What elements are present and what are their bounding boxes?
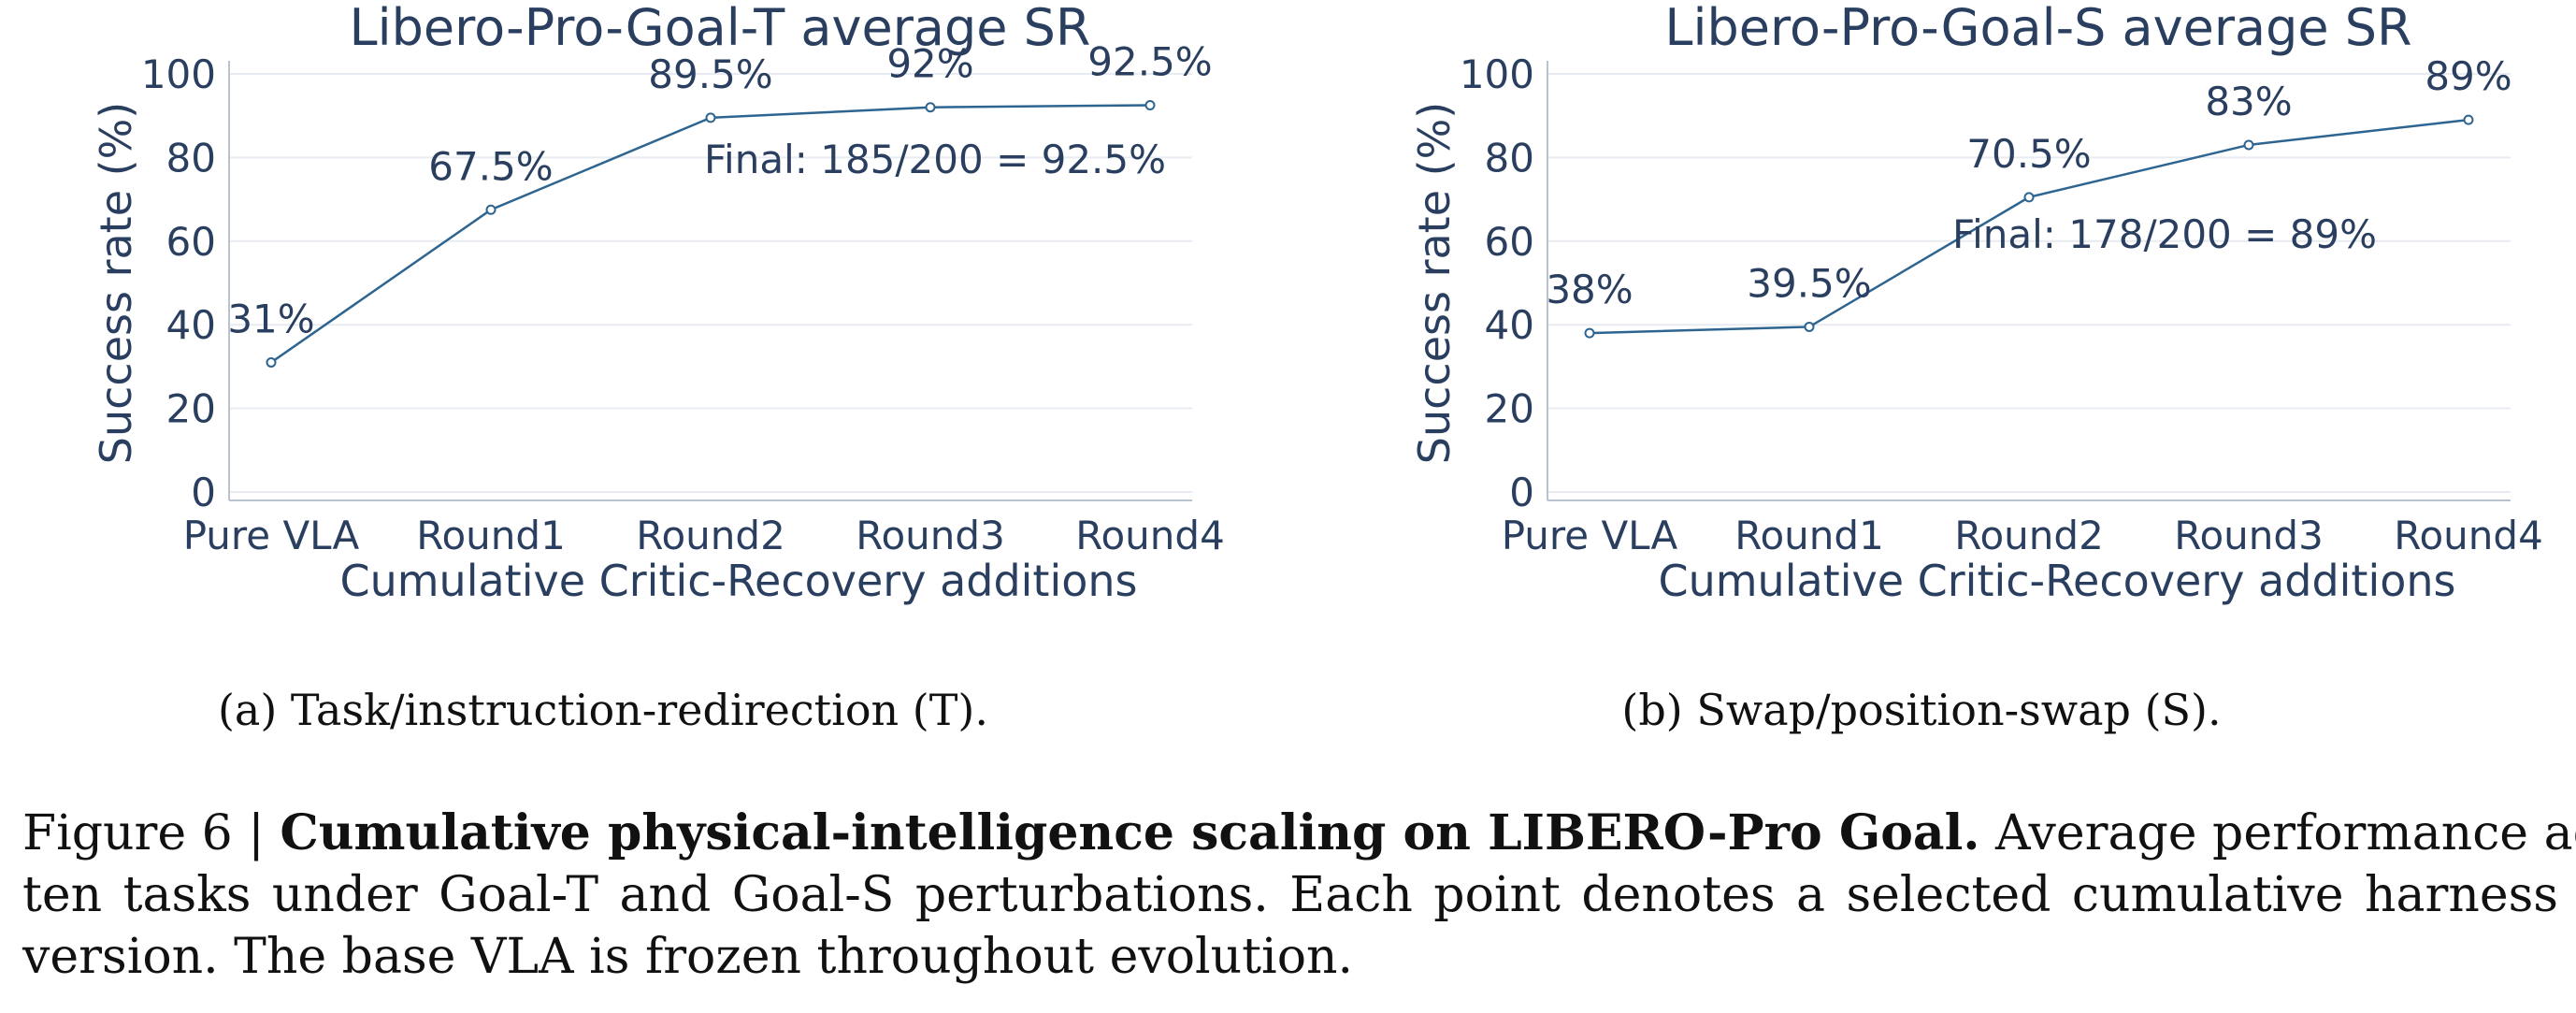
x-tick-label: Round3: [856, 513, 1005, 558]
data-point: [2463, 114, 2474, 125]
y-tick-label: 60: [166, 219, 216, 265]
data-label: 83%: [2205, 79, 2292, 124]
chart-b: 0 20 40 60 80 100 Pure VLA Round1 Round2 Round3 Ro…: [1409, 0, 2543, 606]
x-tick-label: Pure VLA: [1502, 513, 1678, 558]
data-point: [2023, 192, 2035, 203]
final-annotation: Final: 185/200 = 92.5%: [704, 137, 1166, 182]
y-tick-label: 80: [166, 135, 216, 181]
data-label: 67.5%: [428, 143, 553, 189]
subcaption-a: (a) Task/instruction-redirection (T).: [217, 685, 988, 735]
y-tick-label: 20: [1485, 386, 1534, 432]
data-point: [1804, 321, 1815, 332]
x-axis-title: Cumulative Critic-Recovery additions: [1658, 556, 2455, 606]
data-label: 89.5%: [648, 51, 772, 97]
x-tick-label: Round4: [1075, 513, 1225, 558]
figure-caption-line-3: version. The base VLA is frozen througho…: [22, 929, 1354, 985]
y-axis-title: Success rate (%): [1409, 102, 1460, 464]
chart-title: Libero-Pro-Goal-S average SR: [1664, 0, 2411, 57]
y-tick-label: 0: [191, 470, 216, 515]
data-label: 70.5%: [1966, 131, 2091, 177]
data-label: 89%: [2425, 53, 2511, 99]
y-tick-label: 20: [166, 386, 216, 432]
y-tick-label: 80: [1485, 135, 1534, 181]
data-point: [1584, 327, 1595, 339]
y-tick-label: 40: [166, 302, 216, 348]
y-tick-label: 40: [1485, 302, 1534, 348]
data-label: 92.5%: [1087, 38, 1212, 84]
x-tick-label: Round4: [2394, 513, 2543, 558]
data-label: 92%: [886, 41, 973, 87]
data-point: [1144, 99, 1156, 110]
y-axis-title: Success rate (%): [91, 102, 141, 464]
x-tick-label: Pure VLA: [183, 513, 360, 558]
figure-title: Cumulative physical-intelligence scaling…: [280, 804, 1980, 861]
subcaption-b: (b) Swap/position-swap (S).: [1621, 685, 2222, 735]
figure-caption-line-2: ten tasks under Goal-T and Goal-S pertur…: [22, 867, 2558, 923]
data-label: 38%: [1546, 267, 1633, 312]
y-tick-label: 100: [1460, 51, 1534, 97]
chart-title: Libero-Pro-Goal-T average SR: [350, 0, 1091, 57]
chart-a: 0 20 40 60 80 100 Pure VLA Round1 Round2 Round3 Ro…: [91, 0, 1225, 606]
y-tick-label: 60: [1485, 219, 1534, 265]
x-tick-label: Round3: [2174, 513, 2324, 558]
x-tick-label: Round1: [1734, 513, 1884, 558]
figure-caption: Figure 6 | Cumulative physical-intellige…: [22, 803, 2576, 988]
data-label: 31%: [227, 296, 314, 341]
x-tick-label: Round2: [1954, 513, 2104, 558]
figure-caption-line-1: Figure 6 | Cumulative physical-intellige…: [22, 803, 2576, 864]
data-point: [485, 204, 496, 215]
x-axis-title: Cumulative Critic-Recovery additions: [339, 556, 1137, 606]
data-point: [2243, 139, 2254, 151]
data-label: 39.5%: [1747, 260, 1871, 306]
x-tick-label: Round2: [636, 513, 785, 558]
figure-number: Figure 6 |: [22, 805, 281, 861]
data-point: [705, 112, 716, 123]
data-point: [266, 356, 277, 368]
figure-text-1: Average performance across: [1995, 805, 2576, 861]
data-point: [925, 102, 936, 113]
y-tick-label: 100: [141, 51, 216, 97]
y-tick-label: 0: [1509, 470, 1534, 515]
x-tick-label: Round1: [416, 513, 566, 558]
final-annotation: Final: 178/200 = 89%: [1952, 211, 2377, 257]
